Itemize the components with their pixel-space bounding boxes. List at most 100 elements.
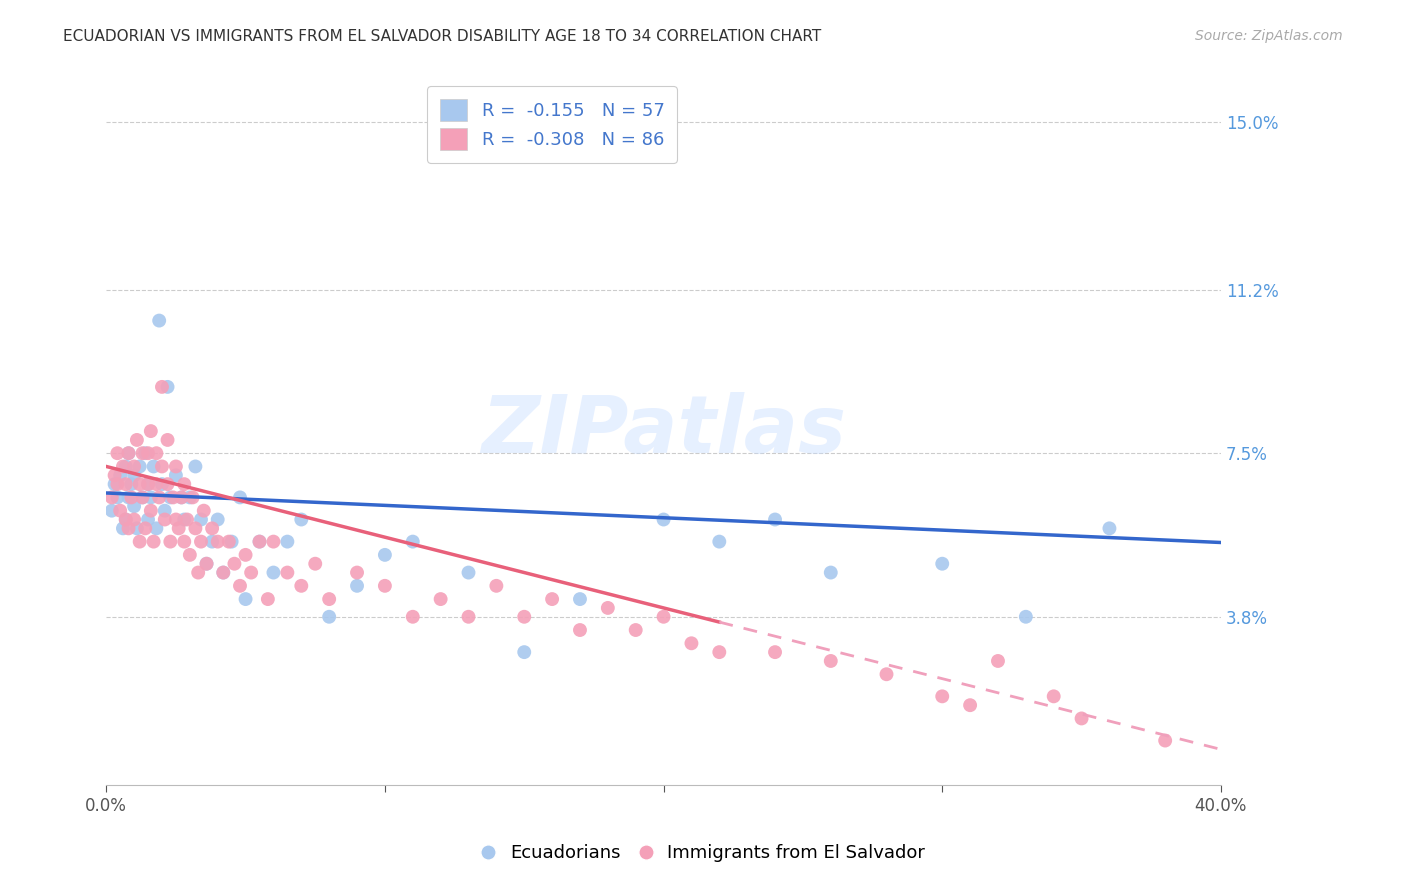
Point (181, 491, 204, 505)
Point (139, 504, 162, 518)
Point (131, 446, 153, 460)
Point (218, 534, 240, 549)
Point (117, 446, 139, 460)
Point (128, 459, 150, 474)
Point (195, 557, 218, 571)
Point (262, 566, 284, 580)
Point (290, 512, 312, 526)
Point (120, 491, 142, 505)
Point (136, 477, 159, 491)
Point (541, 592, 564, 607)
Point (173, 512, 195, 526)
Point (235, 592, 257, 607)
Point (190, 534, 212, 549)
Point (131, 491, 153, 505)
Point (201, 521, 224, 535)
Point (165, 512, 187, 526)
Point (229, 491, 252, 505)
Point (184, 521, 207, 535)
Legend: R =  -0.155   N = 57, R =  -0.308   N = 86: R = -0.155 N = 57, R = -0.308 N = 86 (427, 87, 678, 163)
Point (224, 557, 246, 571)
Point (165, 468, 187, 483)
Point (1042, 690, 1064, 704)
Text: ECUADORIAN VS IMMIGRANTS FROM EL SALVADOR DISABILITY AGE 18 TO 34 CORRELATION CH: ECUADORIAN VS IMMIGRANTS FROM EL SALVADO… (63, 29, 821, 44)
Point (568, 592, 591, 607)
Point (1154, 733, 1177, 747)
Point (145, 477, 167, 491)
Point (276, 534, 298, 549)
Point (681, 636, 703, 650)
Point (195, 557, 218, 571)
Point (304, 557, 326, 571)
Point (134, 521, 156, 535)
Point (105, 491, 128, 505)
Point (190, 512, 212, 526)
Point (108, 468, 131, 483)
Point (114, 512, 136, 526)
Point (159, 534, 181, 549)
Point (709, 534, 731, 549)
Point (346, 579, 368, 593)
Point (193, 504, 215, 518)
Point (485, 579, 508, 593)
Point (114, 477, 136, 491)
Point (122, 512, 145, 526)
Point (229, 579, 252, 593)
Point (150, 380, 173, 394)
Point (136, 446, 159, 460)
Point (148, 313, 170, 327)
Point (142, 534, 165, 549)
Point (156, 380, 179, 394)
Point (101, 504, 124, 518)
Point (429, 592, 451, 607)
Point (402, 609, 425, 624)
Point (104, 468, 127, 483)
Point (104, 477, 127, 491)
Point (931, 690, 953, 704)
Point (105, 446, 128, 460)
Point (117, 521, 139, 535)
Point (131, 491, 153, 505)
Point (374, 548, 396, 562)
Point (139, 491, 162, 505)
Point (290, 579, 312, 593)
Text: Source: ZipAtlas.com: Source: ZipAtlas.com (1195, 29, 1343, 43)
Point (221, 534, 243, 549)
Point (142, 459, 165, 474)
Point (513, 609, 536, 624)
Point (596, 601, 619, 615)
Point (114, 459, 136, 474)
Point (249, 534, 271, 549)
Point (1070, 711, 1092, 725)
Point (235, 548, 257, 562)
Point (176, 512, 198, 526)
Point (240, 566, 263, 580)
Point (931, 557, 953, 571)
Point (568, 623, 591, 637)
Point (128, 534, 150, 549)
Point (652, 609, 675, 624)
Point (145, 446, 167, 460)
Point (513, 645, 536, 659)
Point (162, 491, 184, 505)
Point (402, 534, 425, 549)
Point (201, 534, 224, 549)
Point (128, 477, 150, 491)
Point (120, 477, 142, 491)
Point (117, 446, 139, 460)
Point (125, 433, 148, 447)
Point (145, 521, 167, 535)
Point (624, 623, 647, 637)
Point (276, 566, 298, 580)
Point (457, 609, 479, 624)
Point (114, 512, 136, 526)
Point (374, 579, 396, 593)
Point (457, 566, 479, 580)
Point (165, 459, 187, 474)
Point (159, 491, 181, 505)
Point (111, 459, 134, 474)
Point (212, 566, 235, 580)
Point (134, 446, 156, 460)
Point (108, 504, 131, 518)
Point (212, 566, 235, 580)
